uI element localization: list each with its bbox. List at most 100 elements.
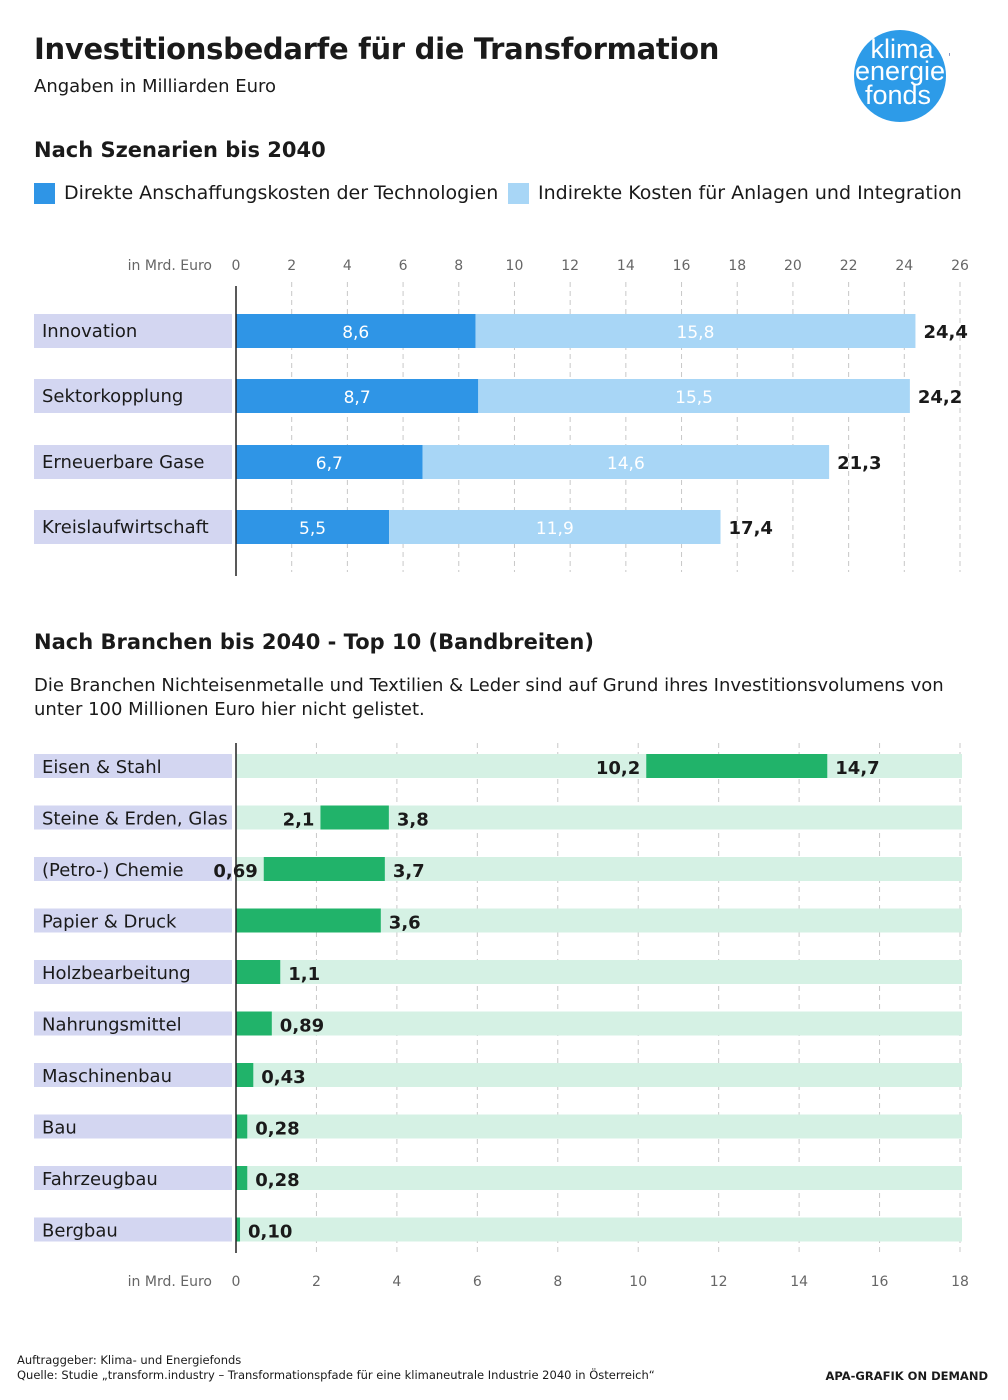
- x-tick-label: 12: [710, 1274, 728, 1290]
- legend-label-indirect: Indirekte Kosten für Anlagen und Integra…: [538, 182, 962, 204]
- category-label: (Petro-) Chemie: [42, 860, 184, 881]
- bar-value-label: 8,7: [344, 388, 371, 408]
- bar-value-label: 15,5: [675, 388, 713, 408]
- bar-value-label: 15,8: [677, 323, 715, 343]
- logo-circle: [854, 30, 946, 122]
- legend-item-indirect: Indirekte Kosten für Anlagen und Integra…: [508, 182, 962, 204]
- category-label-bg: [34, 960, 232, 984]
- category-label-bg: [34, 1063, 232, 1087]
- bar-value-label: 6,7: [316, 454, 343, 474]
- footer-client: Auftraggeber: Klima- und Energiefonds: [17, 1353, 242, 1367]
- range-background-track: [236, 1114, 962, 1139]
- category-label-bg: [34, 379, 232, 413]
- legend-swatch-direct: [34, 182, 55, 204]
- branches-note: Die Branchen Nichteisenmetalle und Texti…: [34, 675, 944, 720]
- x-tick-label: 10: [629, 1274, 647, 1290]
- bar-value-label: 5,5: [299, 519, 326, 539]
- x-tick-label: 16: [673, 258, 691, 274]
- footer-source-line: Quelle: Studie „transform.industry – Tra…: [17, 1368, 655, 1382]
- range-bar: [236, 908, 381, 933]
- axis-unit-label: in Mrd. Euro: [128, 1274, 212, 1290]
- bar-total-label: 24,4: [923, 322, 967, 343]
- range-bar: [236, 960, 281, 984]
- category-label: Fahrzeugbau: [42, 1169, 158, 1190]
- x-tick-label: 0: [232, 1274, 241, 1290]
- bar-value-label: 14,6: [607, 454, 645, 474]
- logo-plus: +: [948, 39, 950, 69]
- x-tick-label: 8: [553, 1274, 562, 1290]
- category-label-bg: [34, 1011, 232, 1036]
- legend-swatch-indirect: [508, 182, 529, 204]
- x-tick-label: 18: [951, 1274, 969, 1290]
- range-min-label: 10,2: [596, 758, 640, 779]
- category-label-bg: [34, 857, 232, 881]
- category-label-bg: [34, 1166, 232, 1190]
- x-tick-label: 6: [399, 258, 408, 274]
- x-tick-label: 4: [343, 258, 352, 274]
- category-label: Bau: [42, 1118, 77, 1139]
- branches-range-bar-chart: 0 2 4 6 8 10 12 14 16 18 in Mrd. Euro Eisen & Stahl…: [34, 743, 969, 1290]
- category-label-bg: [34, 1217, 232, 1242]
- range-min-label: 2,1: [283, 810, 315, 831]
- x-tick-label: 26: [951, 258, 969, 274]
- range-background-track: [236, 1166, 962, 1190]
- range-background-track: [236, 1217, 962, 1242]
- axis-unit-label: in Mrd. Euro: [128, 258, 212, 274]
- category-label-bg: [34, 445, 232, 479]
- range-max-label: 0,43: [261, 1067, 305, 1088]
- category-label-bg: [34, 805, 232, 830]
- range-max-label: 0,28: [255, 1170, 299, 1191]
- category-label-bg: [34, 314, 232, 348]
- logo-line-3: fonds: [865, 80, 931, 110]
- x-tick-label: 14: [617, 258, 635, 274]
- x-tick-label: 8: [454, 258, 463, 274]
- x-tick-label: 10: [506, 258, 524, 274]
- range-max-label: 0,10: [248, 1222, 292, 1243]
- category-label: Steine & Erden, Glas: [42, 809, 228, 830]
- category-label: Papier & Druck: [42, 912, 177, 933]
- bar-total-label: 24,2: [918, 387, 962, 408]
- footer-credit: APA-GRAFIK ON DEMAND: [825, 1369, 988, 1383]
- category-label-bg: [34, 754, 232, 778]
- bar-segment-indirect: [478, 379, 910, 413]
- x-tick-label: 6: [473, 1274, 482, 1290]
- logo-line-2: energie: [855, 56, 945, 86]
- category-label: Maschinenbau: [42, 1066, 172, 1087]
- bar-value-label: 11,9: [536, 519, 574, 539]
- x-tick-label: 14: [790, 1274, 808, 1290]
- klima-energiefonds-logo: klima energie fonds +: [854, 30, 950, 122]
- legend-label-direct: Direkte Anschaffungskosten der Technolog…: [64, 182, 499, 204]
- category-label: Kreislaufwirtschaft: [42, 517, 209, 538]
- range-bar: [646, 754, 828, 778]
- bar-value-label: 8,6: [342, 323, 369, 343]
- range-background-track: [236, 960, 962, 984]
- category-label: Nahrungsmittel: [42, 1015, 182, 1036]
- range-bar: [236, 1011, 272, 1036]
- bar-segment-direct: [236, 445, 423, 479]
- range-bar: [236, 1166, 248, 1190]
- x-tick-label: 2: [287, 258, 296, 274]
- category-label-bg: [34, 510, 232, 544]
- range-background-track: [236, 1011, 962, 1036]
- range-bar: [320, 805, 389, 830]
- x-tick-label: 2: [312, 1274, 321, 1290]
- category-label: Erneuerbare Gase: [42, 452, 205, 473]
- category-label: Eisen & Stahl: [42, 757, 162, 778]
- bar-segment-direct: [236, 314, 476, 348]
- category-label: Sektorkopplung: [42, 386, 183, 407]
- bar-total-label: 21,3: [837, 453, 881, 474]
- range-bar: [236, 1114, 248, 1139]
- x-tick-label: 16: [871, 1274, 889, 1290]
- bar-segment-indirect: [475, 314, 916, 348]
- range-max-label: 3,6: [389, 913, 421, 934]
- x-tick-label: 20: [784, 258, 802, 274]
- section-title-scenarios: Nach Szenarien bis 2040: [34, 138, 326, 162]
- category-label-bg: [34, 1114, 232, 1139]
- category-label-bg: [34, 908, 232, 933]
- bar-segment-indirect: [389, 510, 721, 544]
- range-max-label: 14,7: [835, 758, 879, 779]
- page-title: Investitionsbedarfe für die Transformati…: [34, 32, 720, 66]
- range-background-track: [236, 754, 962, 778]
- x-tick-label: 24: [895, 258, 913, 274]
- section-title-branches: Nach Branchen bis 2040 - Top 10 (Bandbre…: [34, 630, 594, 654]
